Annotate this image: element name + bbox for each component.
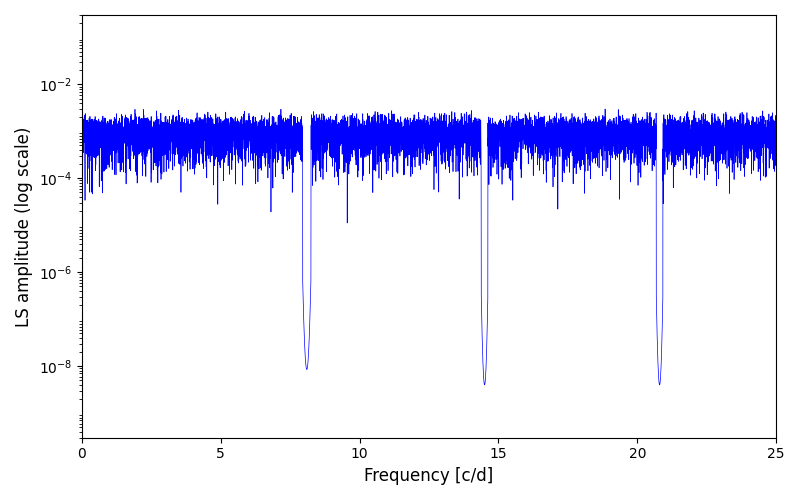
X-axis label: Frequency [c/d]: Frequency [c/d] — [364, 467, 494, 485]
Y-axis label: LS amplitude (log scale): LS amplitude (log scale) — [15, 126, 33, 326]
